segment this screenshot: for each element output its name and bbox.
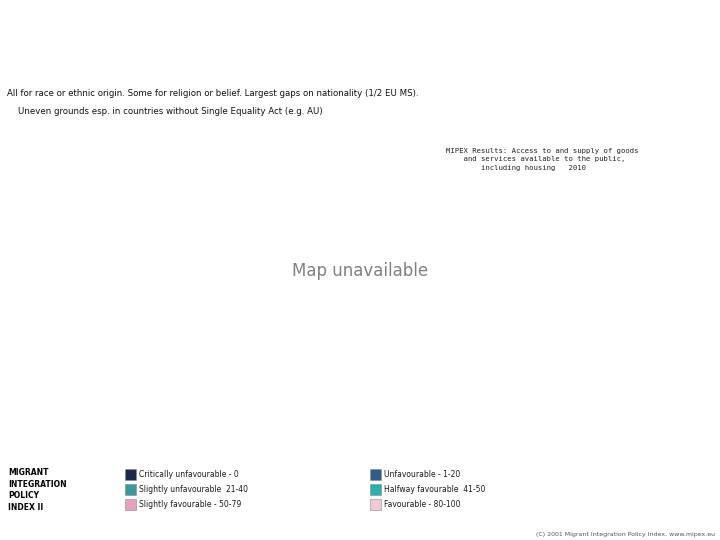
Text: All for race or ethnic origin. Some for religion or belief. Largest gaps on nati: All for race or ethnic origin. Some for … (7, 89, 419, 98)
Text: MIGRANT
INTEGRATION
POLICY
INDEX II: MIGRANT INTEGRATION POLICY INDEX II (8, 468, 67, 512)
Text: Access to housing in anti-discrimination law: Access to housing in anti-discrimination… (89, 28, 591, 48)
Text: Halfway favourable  41-50: Halfway favourable 41-50 (384, 485, 485, 495)
Bar (125, 500, 136, 510)
Text: MIPEX Results: Access to and supply of goods
    and services available to the p: MIPEX Results: Access to and supply of g… (446, 148, 639, 171)
Text: Unfavourable - 1-20: Unfavourable - 1-20 (384, 470, 460, 480)
Text: Slightly unfavourable  21-40: Slightly unfavourable 21-40 (139, 485, 248, 495)
Bar (370, 469, 381, 481)
Bar (125, 469, 136, 481)
Text: Slightly favourable - 50-79: Slightly favourable - 50-79 (139, 501, 241, 509)
Bar (370, 484, 381, 495)
Text: Critically unfavourable - 0: Critically unfavourable - 0 (139, 470, 239, 480)
Text: Favourable - 80-100: Favourable - 80-100 (384, 501, 461, 509)
Bar (370, 500, 381, 510)
Text: for some protected grounds: for some protected grounds (180, 71, 500, 91)
Text: (C) 2001 Migrant Integration Policy Index, www.mipex.eu: (C) 2001 Migrant Integration Policy Inde… (536, 532, 715, 537)
Text: Uneven grounds esp. in countries without Single Equality Act (e.g. AU): Uneven grounds esp. in countries without… (7, 106, 323, 116)
Bar (125, 484, 136, 495)
Text: Map unavailable: Map unavailable (292, 262, 428, 280)
Text: MIPEX
III: MIPEX III (689, 37, 711, 71)
